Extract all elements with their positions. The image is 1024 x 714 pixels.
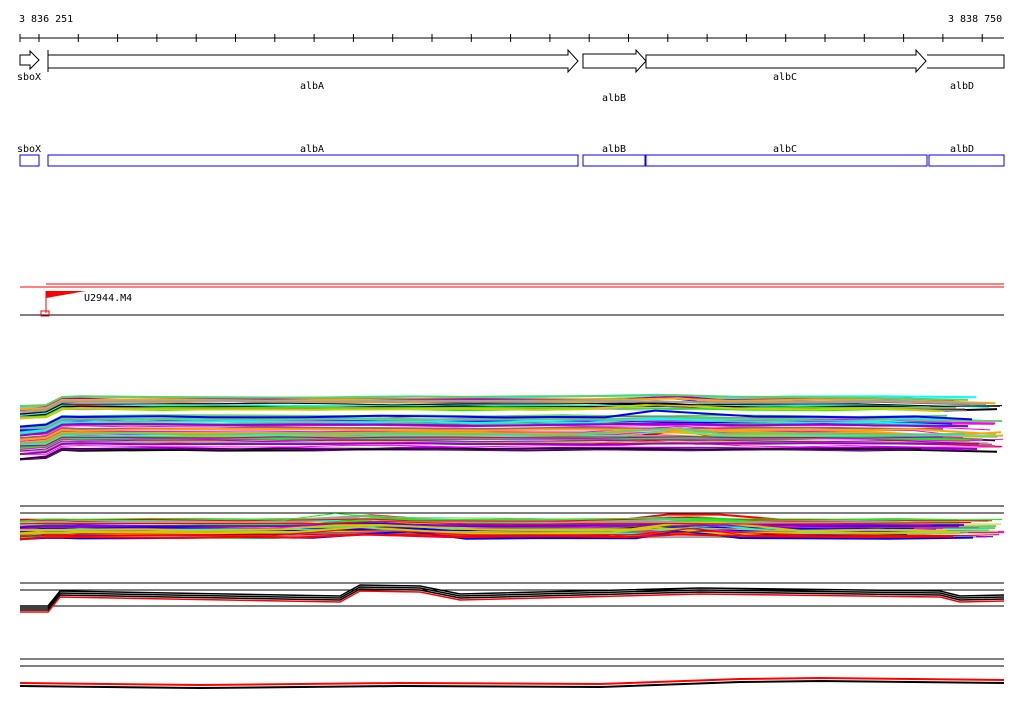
conservation-line: [19, 521, 948, 532]
conservation-line: [19, 529, 1000, 537]
gene-albC-arrow[interactable]: [645, 48, 927, 74]
alignment-line: [19, 426, 943, 440]
coverage-line: [20, 586, 1005, 609]
alignment-tracks: [19, 393, 1005, 690]
conservation-line: [19, 520, 972, 525]
alignment-line: [19, 448, 965, 460]
bottom-track-line: [19, 676, 1005, 687]
annot-box-albB[interactable]: [582, 154, 646, 167]
annotation-track: sboX albA albB albC albD: [17, 144, 1005, 167]
annot-box-albA[interactable]: [47, 154, 579, 167]
gene-albA-arrow[interactable]: [47, 48, 579, 74]
alignment-line: [19, 424, 991, 437]
alignment-line: [19, 429, 1000, 446]
alignment-line: [19, 409, 973, 428]
gene-albB-arrow[interactable]: [582, 48, 647, 74]
ruler: 3 836 251 3 838 750: [19, 14, 1004, 42]
coverage-line: [20, 590, 1005, 613]
annot-box-albC[interactable]: [645, 154, 928, 167]
alignment-line: [19, 394, 969, 407]
conservation-line: [19, 517, 935, 526]
alignment-line: [19, 419, 914, 430]
gene-label-albB: albB: [602, 93, 626, 104]
alignment-line: [19, 399, 987, 413]
annot-label-albB: albB: [602, 144, 626, 155]
alignment-line: [19, 439, 993, 452]
conservation-line: [19, 526, 961, 535]
marker-anchor: [40, 310, 50, 317]
coverage-line: [20, 588, 1005, 611]
gene-label-albC: albC: [773, 72, 797, 83]
alignment-line: [19, 441, 1002, 455]
alignment-line: [19, 427, 997, 441]
alignment-line: [19, 437, 1004, 450]
annot-label-albD: albD: [950, 144, 974, 155]
alignment-line: [19, 403, 942, 420]
annot-label-albA: albA: [300, 144, 324, 155]
gene-label-sboX: sboX: [17, 72, 41, 83]
gene-label-albD: albD: [950, 81, 974, 92]
annot-box-sboX[interactable]: [19, 154, 40, 167]
annot-box-albD[interactable]: [928, 154, 1005, 167]
marker-label: U2944.M4: [84, 293, 132, 304]
annot-label-sboX: sboX: [17, 144, 41, 155]
conservation-line: [19, 527, 961, 538]
bottom-track-line: [19, 679, 1005, 690]
alignment-line: [19, 426, 966, 445]
alignment-line: [19, 447, 921, 460]
alignment-line: [19, 416, 1003, 429]
gene-sboX-arrow[interactable]: [19, 49, 40, 71]
conservation-line: [19, 533, 954, 541]
flag-icon[interactable]: [46, 291, 86, 298]
gene-track: sboX albA albB albC albD: [17, 48, 1005, 104]
alignment-line: [19, 442, 980, 456]
conservation-line: [19, 529, 974, 541]
ruler-start-label: 3 836 251: [19, 14, 73, 25]
alignment-line: [19, 402, 1003, 415]
alignment-line: [19, 436, 944, 447]
gene-albD-arrow[interactable]: [927, 54, 1005, 69]
conservation-line: [19, 512, 1003, 522]
gene-label-albA: albA: [300, 81, 324, 92]
coverage-line: [20, 584, 1005, 607]
alignment-line: [19, 430, 1002, 445]
annot-label-albC: albC: [773, 144, 797, 155]
marker-track: U2944.M4: [20, 283, 1004, 317]
ruler-end-label: 3 838 750: [948, 14, 1002, 25]
alignment-line: [19, 422, 969, 437]
